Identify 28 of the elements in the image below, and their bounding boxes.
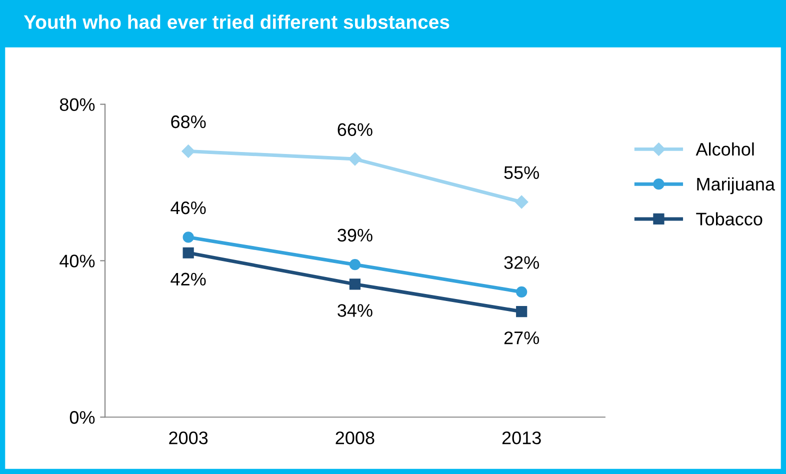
point xyxy=(349,278,361,290)
point xyxy=(516,306,528,318)
legend-label: Marijuana xyxy=(697,177,776,194)
x-tick-label: 2003 xyxy=(169,431,208,444)
data-label: 34% xyxy=(338,304,372,317)
legend-label: Alcohol xyxy=(696,142,754,156)
y-tick-label: 40% xyxy=(60,254,95,268)
data-label: 68% xyxy=(171,115,206,128)
y-tick-label: 80% xyxy=(60,98,95,111)
data-label: 66% xyxy=(338,123,372,136)
y-tick-label: 0% xyxy=(70,411,95,424)
data-label: 39% xyxy=(338,228,372,242)
data-label: 27% xyxy=(504,331,540,344)
point xyxy=(349,259,361,270)
point xyxy=(182,232,194,243)
data-label: 46% xyxy=(170,201,206,214)
point xyxy=(348,152,362,166)
legend-label: Tobacco xyxy=(696,212,762,226)
data-label: 42% xyxy=(170,272,206,286)
chart-title: Youth who had ever tried different substances xyxy=(24,14,450,29)
x-tick-label: 2008 xyxy=(336,431,374,444)
x-tick-label: 2013 xyxy=(502,431,541,444)
data-label: 55% xyxy=(504,166,540,180)
point xyxy=(182,144,195,158)
point xyxy=(182,247,194,258)
data-label: 32% xyxy=(504,256,540,269)
point xyxy=(516,286,528,298)
point xyxy=(515,195,528,209)
